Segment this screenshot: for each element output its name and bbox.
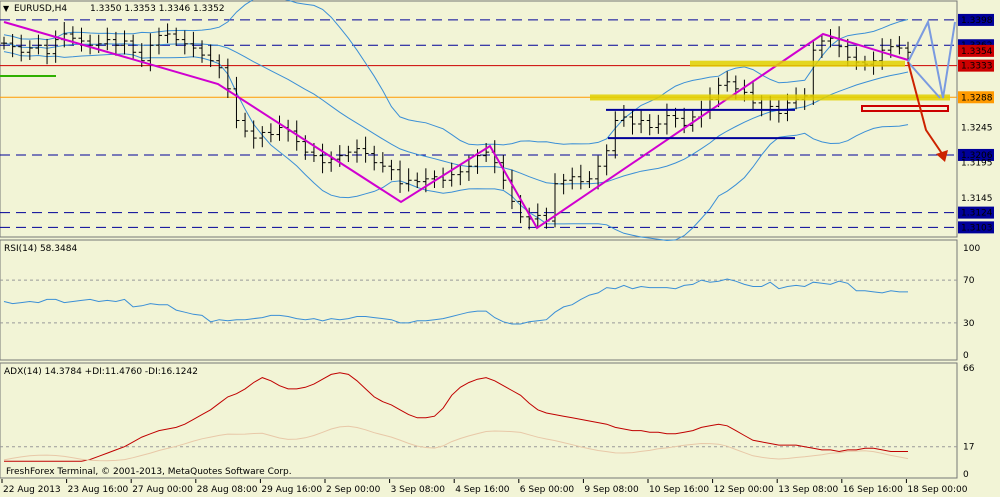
rsi-panel-frame (0, 239, 958, 361)
adx-line (4, 372, 908, 462)
main-panel: 1.33981.33621.33541.33331.32881.32451.32… (0, 0, 994, 242)
time-axis-label: 2 Sep 00:00 (326, 485, 381, 495)
rsi-header-label: RSI(14) 58.3484 (4, 244, 77, 254)
price-axis-label: 1.3333 (961, 62, 993, 72)
adx-panel-frame (0, 362, 958, 479)
price-axis-label: 1.3206 (961, 151, 993, 161)
time-axis-label: 27 Aug 00:00 (132, 485, 193, 495)
zigzag-trendline (3, 21, 909, 230)
price-axis-label: 1.3245 (961, 124, 993, 134)
price-label-box (958, 206, 994, 219)
resistance-zone-band (690, 60, 905, 67)
price-axis-label: 1.3288 (961, 93, 993, 103)
price-label-box (958, 91, 994, 104)
adx-header-label: ADX(14) 14.3784 +DI:11.4760 -DI:16.1242 (4, 367, 198, 377)
adx-axis-label: 0 (963, 470, 969, 480)
adx-axis-label: 66 (963, 364, 975, 374)
forecast-path-up (907, 18, 956, 99)
time-axis-label: 9 Sep 08:00 (584, 485, 639, 495)
forecast-red-path (907, 61, 946, 159)
symbol-label: EURUSD,H4 (14, 4, 67, 14)
forecast-path-down (907, 61, 941, 99)
rsi-axis-label: 30 (963, 319, 975, 329)
adx-panel: 66 17 0 (0, 364, 975, 480)
time-axis-label: 16 Sep 16:00 (843, 485, 903, 495)
time-axis-label: 28 Aug 08:00 (197, 485, 258, 495)
price-axis-label: 1.3145 (961, 194, 993, 204)
main-panel-frame (0, 0, 958, 238)
price-axis-label: 1.3124 (961, 209, 993, 219)
rsi-axis-label: 0 (963, 351, 969, 361)
forecast-red-arrowhead (936, 150, 948, 162)
rsi-axis-label: 70 (963, 276, 975, 286)
time-axis-label: 4 Sep 16:00 (455, 485, 510, 495)
price-label-box (958, 13, 994, 26)
time-axis-label: 6 Sep 00:00 (520, 485, 575, 495)
price-label-box (958, 59, 994, 72)
time-axis: 22 Aug 2013 23 Aug 16:00 27 Aug 00:00 28 Au… (1, 479, 968, 495)
rsi-axis-label: 100 (963, 244, 980, 254)
bollinger-middle-band (3, 42, 909, 185)
ohlc-label: 1.3350 1.3353 1.3346 1.3352 (90, 4, 225, 14)
time-axis-label: 10 Sep 16:00 (649, 485, 709, 495)
adx-axis-label: 17 (963, 443, 974, 453)
chart-menu-arrow[interactable]: ▼ (3, 4, 10, 13)
price-label-box (958, 148, 994, 161)
rsi-panel: 100 70 30 0 (0, 244, 980, 361)
bollinger-upper-band (3, 0, 909, 146)
price-label-box (958, 44, 994, 57)
price-axis-label: 1.3398 (961, 16, 993, 26)
time-axis-label: 13 Sep 08:00 (778, 485, 838, 495)
price-axis-label: 1.3354 (961, 47, 993, 57)
rsi-line (3, 278, 908, 325)
time-axis-label: 18 Sep 00:00 (907, 485, 967, 495)
price-axis-label: 1.3195 (961, 159, 993, 169)
di-line (3, 425, 909, 462)
time-axis-label: 12 Sep 00:00 (714, 485, 774, 495)
time-axis-label: 23 Aug 16:00 (68, 485, 129, 495)
price-axis-label: 1.3103 (961, 223, 993, 233)
copyright-label: FreshForex Terminal, © 2001-2013, MetaQu… (6, 467, 292, 477)
price-label-box (958, 221, 994, 234)
bollinger-lower-band (3, 51, 909, 242)
time-axis-label: 3 Sep 08:00 (391, 485, 446, 495)
support-zone-band (590, 94, 950, 101)
time-axis-label: 22 Aug 2013 (3, 485, 61, 495)
target-zone-box (861, 105, 949, 112)
time-axis-label: 29 Aug 16:00 (261, 485, 322, 495)
